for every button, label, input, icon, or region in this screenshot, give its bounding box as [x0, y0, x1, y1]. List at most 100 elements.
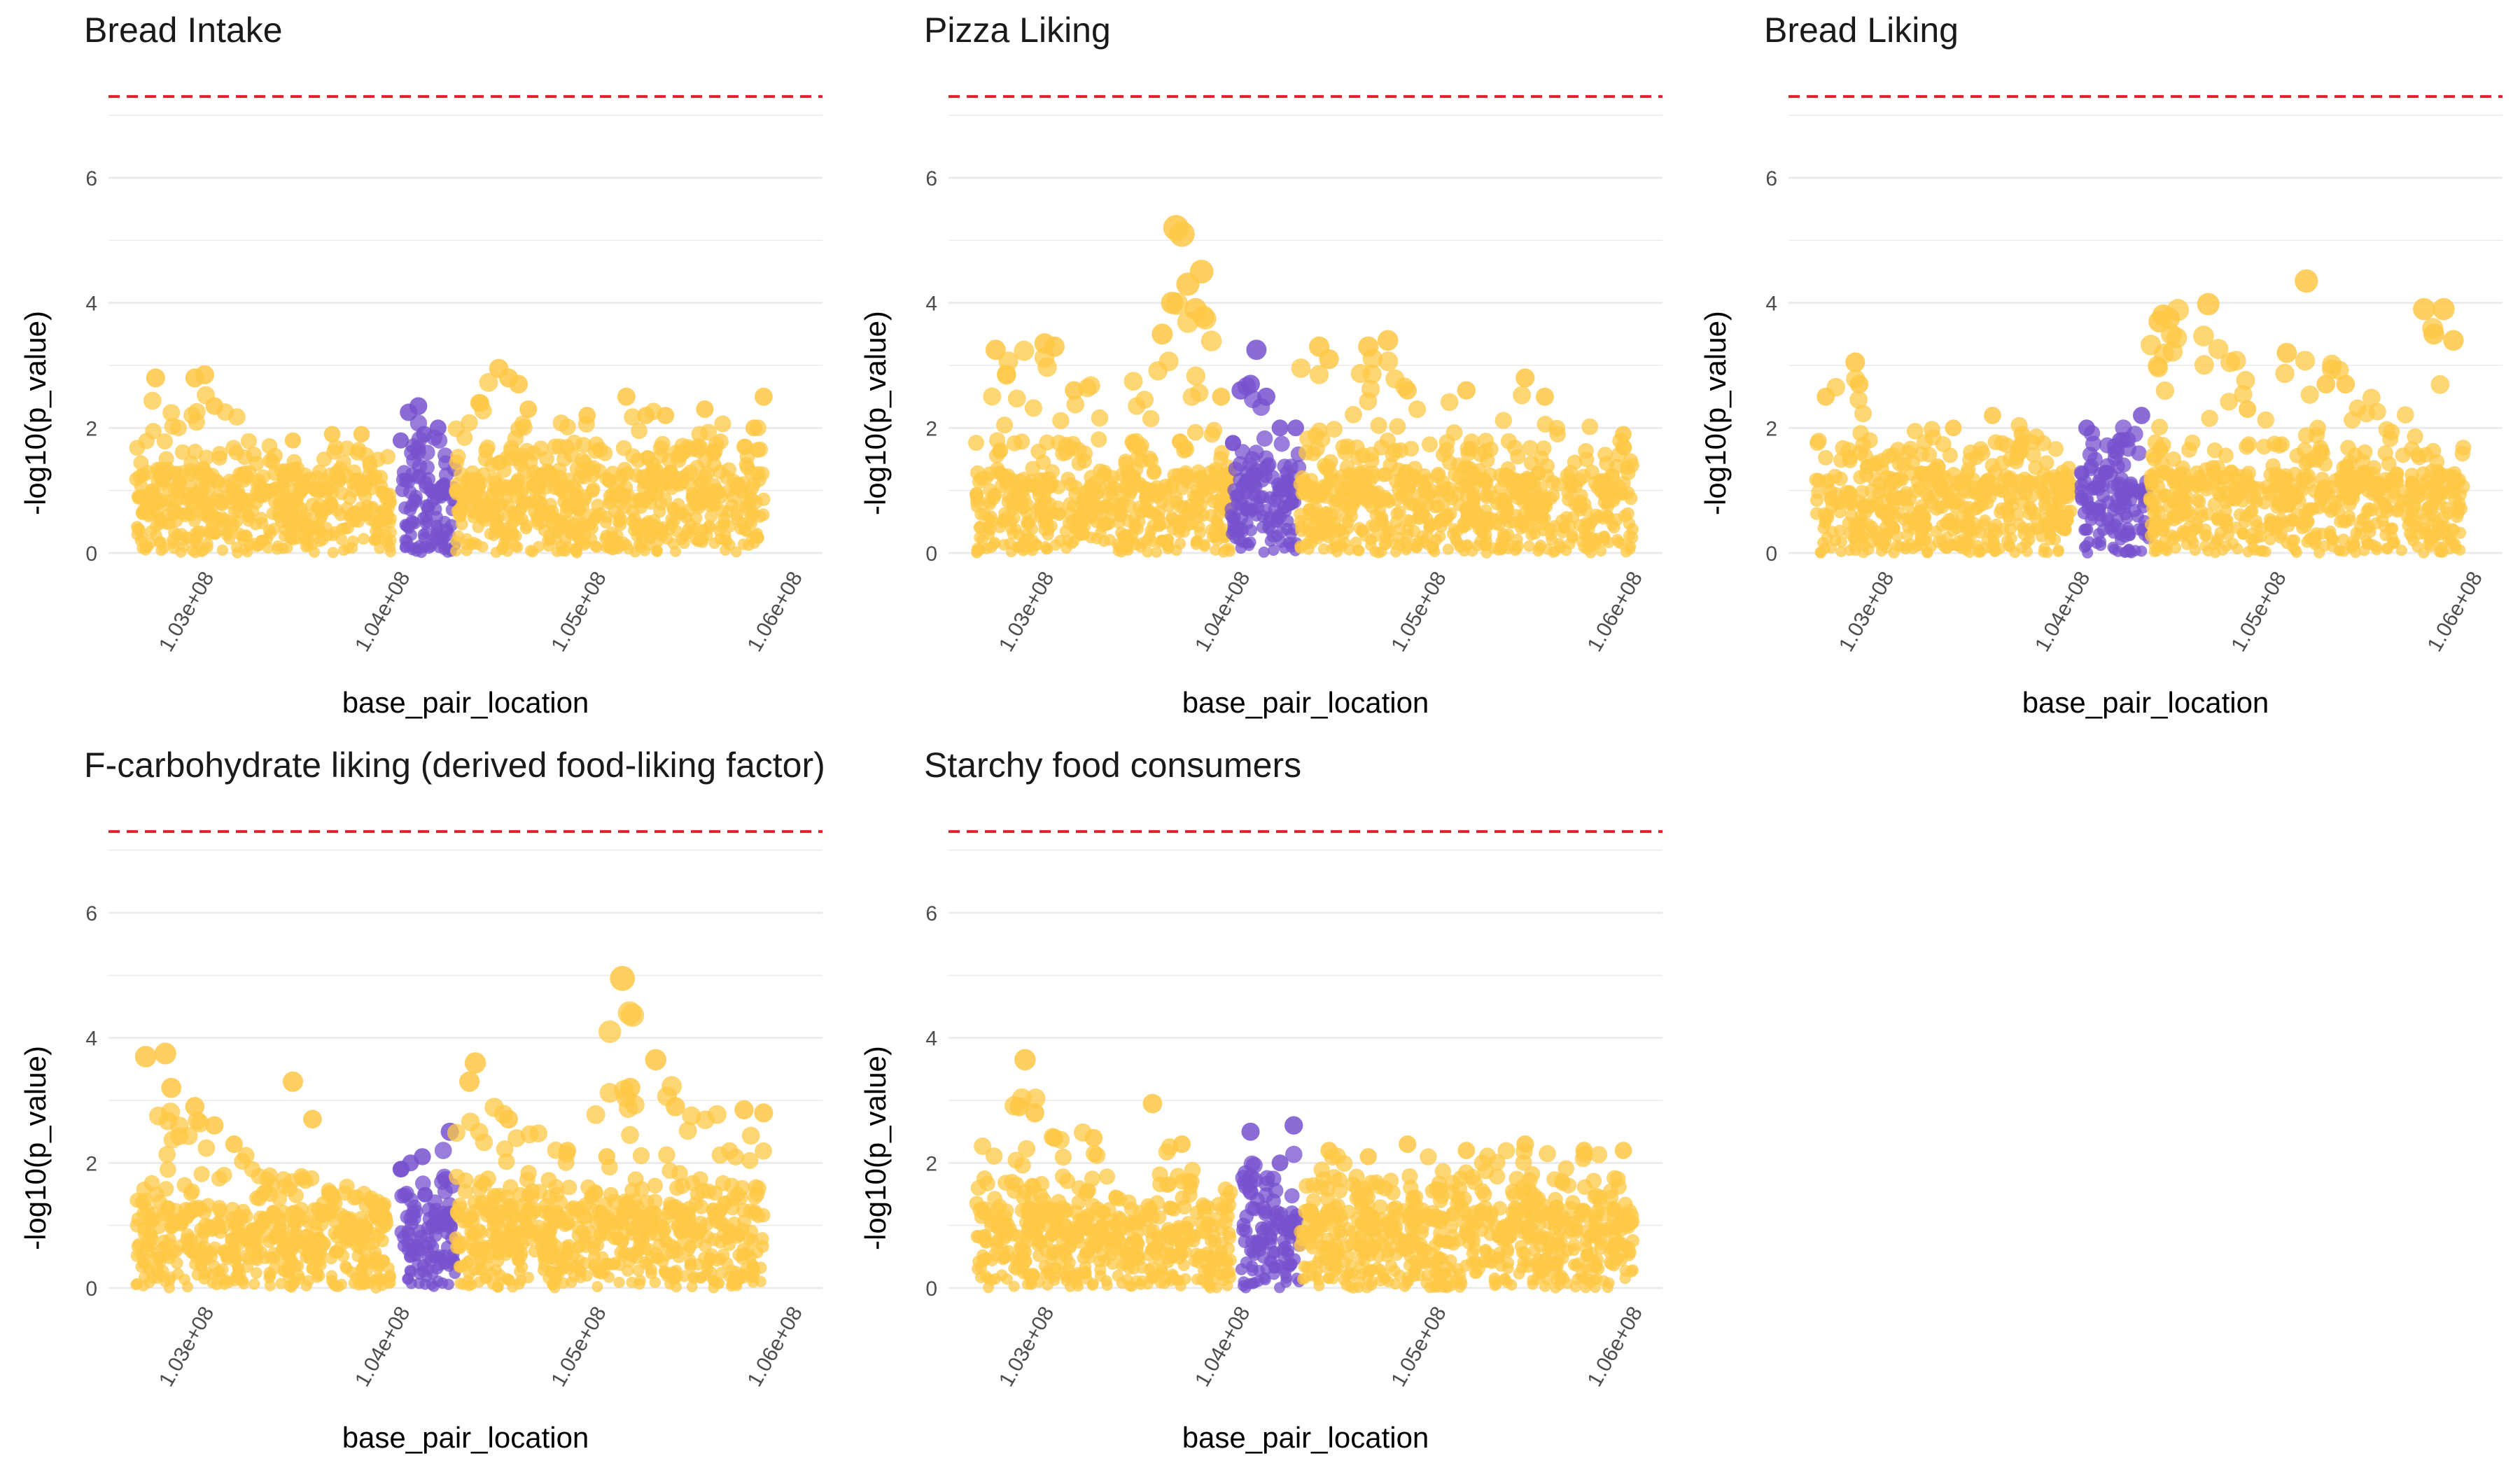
data-point [180, 1233, 194, 1247]
series-odd_block [447, 965, 774, 1294]
data-point [613, 1276, 625, 1289]
data-point [1478, 539, 1490, 552]
data-point [665, 1246, 678, 1259]
data-point [2241, 436, 2258, 453]
data-point [461, 414, 478, 431]
data-point [1816, 387, 1835, 406]
data-point [2211, 536, 2223, 548]
data-point [1146, 465, 1161, 480]
data-point [176, 534, 188, 547]
data-point [1584, 540, 1597, 553]
data-point [1535, 387, 1554, 406]
data-point [241, 530, 253, 542]
data-point [652, 522, 665, 534]
data-point [1319, 349, 1339, 370]
data-point [1936, 482, 1950, 496]
data-point [484, 528, 496, 540]
data-point [183, 1185, 199, 1201]
data-point [323, 496, 337, 510]
data-point [1339, 459, 1355, 475]
series-odd_block [447, 358, 773, 559]
data-point [2358, 545, 2370, 556]
data-point [312, 464, 327, 479]
data-point [1301, 489, 1316, 503]
data-point [1005, 546, 1017, 558]
data-point [531, 1184, 547, 1200]
data-point [398, 501, 412, 514]
data-point [248, 1278, 260, 1290]
data-point [162, 404, 181, 422]
x-tick-label: 1.05e+08 [547, 568, 611, 656]
data-point [1891, 540, 1903, 552]
data-point [1345, 510, 1359, 523]
data-point [403, 1192, 419, 1208]
data-point [1022, 516, 1035, 529]
data-point [161, 1077, 182, 1098]
data-point [666, 503, 680, 517]
data-point [519, 400, 538, 419]
data-point [1184, 298, 1207, 321]
data-point [2379, 500, 2393, 514]
data-point [288, 533, 300, 546]
data-point [578, 539, 590, 551]
data-point [599, 471, 614, 486]
data-point [370, 525, 382, 538]
data-point [741, 1152, 759, 1169]
data-point [183, 455, 199, 471]
data-point [311, 1270, 323, 1283]
data-point [988, 447, 1004, 463]
series-odd_block [129, 365, 398, 559]
data-point [1550, 477, 1566, 492]
data-point [586, 460, 601, 475]
data-point [216, 511, 229, 524]
data-point [279, 1265, 291, 1278]
data-point [2280, 489, 2295, 504]
data-point [2425, 442, 2442, 459]
data-point [1155, 495, 1169, 509]
data-point [261, 438, 278, 454]
data-point [634, 500, 648, 514]
data-point [379, 449, 396, 465]
data-point [197, 1139, 216, 1157]
x-ticks: 1.03e+08 1.04e+08 1.05e+08 1.06e+08 [1835, 568, 2487, 656]
data-point [559, 479, 574, 493]
y-tick-label: 2 [925, 417, 937, 440]
data-point [2162, 341, 2183, 362]
data-point [226, 482, 241, 496]
data-point [1165, 479, 1180, 494]
data-point [299, 534, 311, 546]
data-point [328, 439, 344, 456]
data-point [2266, 515, 2279, 528]
data-point [1044, 476, 1059, 491]
data-point [2154, 540, 2166, 552]
data-point [2220, 393, 2238, 411]
data-point [216, 497, 230, 511]
data-point [2094, 539, 2107, 552]
data-point [410, 1248, 424, 1261]
data-point [1016, 500, 1030, 514]
y-tick-label: 0 [85, 542, 97, 566]
data-point [500, 490, 514, 505]
data-point [2314, 547, 2325, 559]
data-point [678, 531, 690, 543]
data-point [1324, 522, 1336, 534]
data-point [1072, 512, 1086, 526]
data-point [171, 484, 186, 499]
data-point [539, 451, 554, 467]
data-point [575, 437, 592, 454]
data-point [1987, 434, 2004, 451]
data-point [465, 1279, 477, 1291]
data-point [303, 1110, 322, 1129]
data-point [1257, 387, 1275, 406]
data-point [519, 442, 535, 459]
data-point [262, 542, 274, 554]
data-point [572, 470, 587, 485]
data-point [368, 1207, 383, 1222]
data-point [300, 1250, 313, 1264]
data-point [216, 1221, 230, 1235]
data-point [1564, 538, 1576, 550]
data-point [1407, 461, 1423, 476]
data-point [985, 340, 1006, 360]
y-axis-title: -log10(p_value) [19, 311, 52, 515]
data-point [1914, 532, 1927, 545]
